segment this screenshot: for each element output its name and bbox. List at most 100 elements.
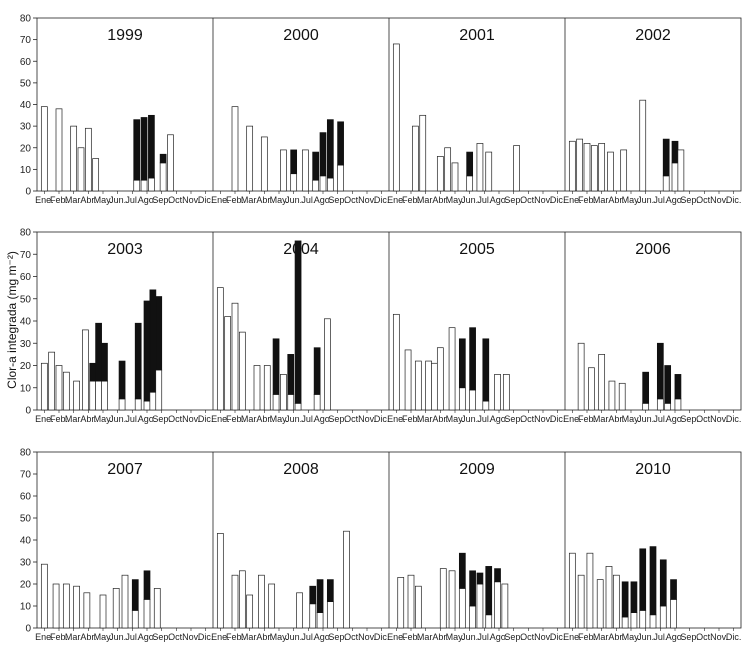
month-label: Jul.	[301, 632, 315, 642]
y-axis-label: Clor-a integrada (mg m⁻²)	[5, 251, 19, 389]
bar	[639, 99, 647, 192]
bar	[494, 374, 501, 411]
bar	[55, 108, 63, 192]
bar	[153, 588, 161, 629]
month-label: Dic.	[550, 632, 566, 642]
month-label: Sep.	[152, 195, 171, 205]
month-label: Dic.	[198, 195, 214, 205]
month-label: Nov.	[358, 195, 376, 205]
bar-upper	[316, 579, 324, 613]
bar	[513, 145, 520, 192]
bar	[412, 125, 419, 192]
month-label: Abr.	[80, 195, 96, 205]
month-label: Ene.	[35, 632, 54, 642]
month-label: Dic.	[550, 195, 566, 205]
year-label: 2006	[635, 241, 671, 258]
month-label: Abr.	[80, 414, 96, 424]
bar-upper	[656, 342, 664, 400]
month-label: Feb.	[50, 632, 68, 642]
bar-lower	[630, 612, 638, 629]
y-tick-label: 0	[25, 187, 31, 198]
month-label: Sep.	[328, 632, 347, 642]
bar-upper	[630, 581, 638, 613]
bar-upper	[118, 360, 126, 400]
bar-upper	[485, 566, 493, 616]
bar	[260, 136, 268, 192]
month-label: May.	[270, 195, 289, 205]
month-label: Ene.	[563, 195, 582, 205]
bar-lower	[95, 380, 102, 411]
bar	[439, 568, 447, 629]
month-label: Ago.	[138, 632, 157, 642]
y-tick-label: 20	[20, 143, 32, 154]
month-label: Mar.	[417, 414, 435, 424]
month-label: Mar.	[65, 414, 83, 424]
month-label: Dic.	[726, 632, 742, 642]
month-label: Ene.	[35, 195, 54, 205]
bar	[246, 594, 254, 629]
bar	[77, 147, 85, 192]
month-label: May.	[94, 195, 113, 205]
month-label: Jun.	[109, 195, 126, 205]
y-tick-label: 50	[20, 294, 32, 305]
month-label: Oct.	[696, 195, 713, 205]
bar	[431, 362, 438, 411]
bar-upper	[143, 300, 151, 402]
month-label: Abr.	[256, 632, 272, 642]
bar	[302, 149, 309, 192]
bar-lower	[659, 605, 667, 629]
bar-upper	[287, 354, 295, 395]
month-label: Ago.	[490, 195, 509, 205]
month-label: Nov.	[182, 414, 200, 424]
bar	[414, 360, 422, 411]
month-label: Jun.	[461, 414, 478, 424]
bar-lower	[312, 179, 320, 192]
bar	[82, 329, 89, 411]
year-label: 2002	[635, 27, 671, 44]
bar-lower	[133, 179, 141, 192]
y-tick-label: 80	[20, 228, 32, 239]
bar	[596, 579, 604, 629]
month-label: Jul.	[477, 632, 491, 642]
month-label: Ago.	[666, 195, 685, 205]
bar-lower	[337, 164, 344, 192]
bar	[404, 349, 412, 411]
bar	[231, 106, 239, 192]
month-label: Ene.	[211, 195, 230, 205]
bar-upper	[148, 114, 155, 179]
bar-lower	[149, 391, 157, 411]
year-label: 2001	[459, 27, 495, 44]
bar	[238, 331, 246, 411]
month-label: Jun.	[461, 632, 478, 642]
month-label: Dic.	[198, 414, 214, 424]
bar	[677, 149, 685, 192]
bar	[216, 287, 224, 411]
bar	[83, 592, 91, 629]
month-label: Jun.	[285, 195, 302, 205]
month-label: May.	[94, 632, 113, 642]
month-label: Jul.	[653, 632, 667, 642]
bar-lower	[326, 177, 334, 192]
bar-upper	[670, 579, 677, 600]
month-label: Oct.	[696, 632, 713, 642]
bar-lower	[287, 394, 295, 411]
month-label: Feb.	[50, 414, 68, 424]
month-label: Nov.	[710, 195, 728, 205]
bar-upper	[469, 327, 476, 391]
bar-lower	[664, 402, 672, 411]
month-label: Nov.	[182, 632, 200, 642]
month-label: Oct.	[520, 632, 537, 642]
bar	[263, 365, 271, 411]
month-label: Jul.	[477, 195, 491, 205]
bar-upper	[662, 138, 670, 177]
bar	[224, 316, 232, 411]
bar	[52, 583, 60, 629]
bar	[620, 149, 628, 192]
bar	[577, 342, 585, 411]
bar-lower	[140, 179, 148, 192]
bar	[55, 365, 63, 411]
month-label: Dic.	[374, 632, 390, 642]
y-tick-label: 50	[20, 78, 32, 89]
bar-lower	[272, 394, 280, 411]
bar-lower	[671, 162, 679, 192]
